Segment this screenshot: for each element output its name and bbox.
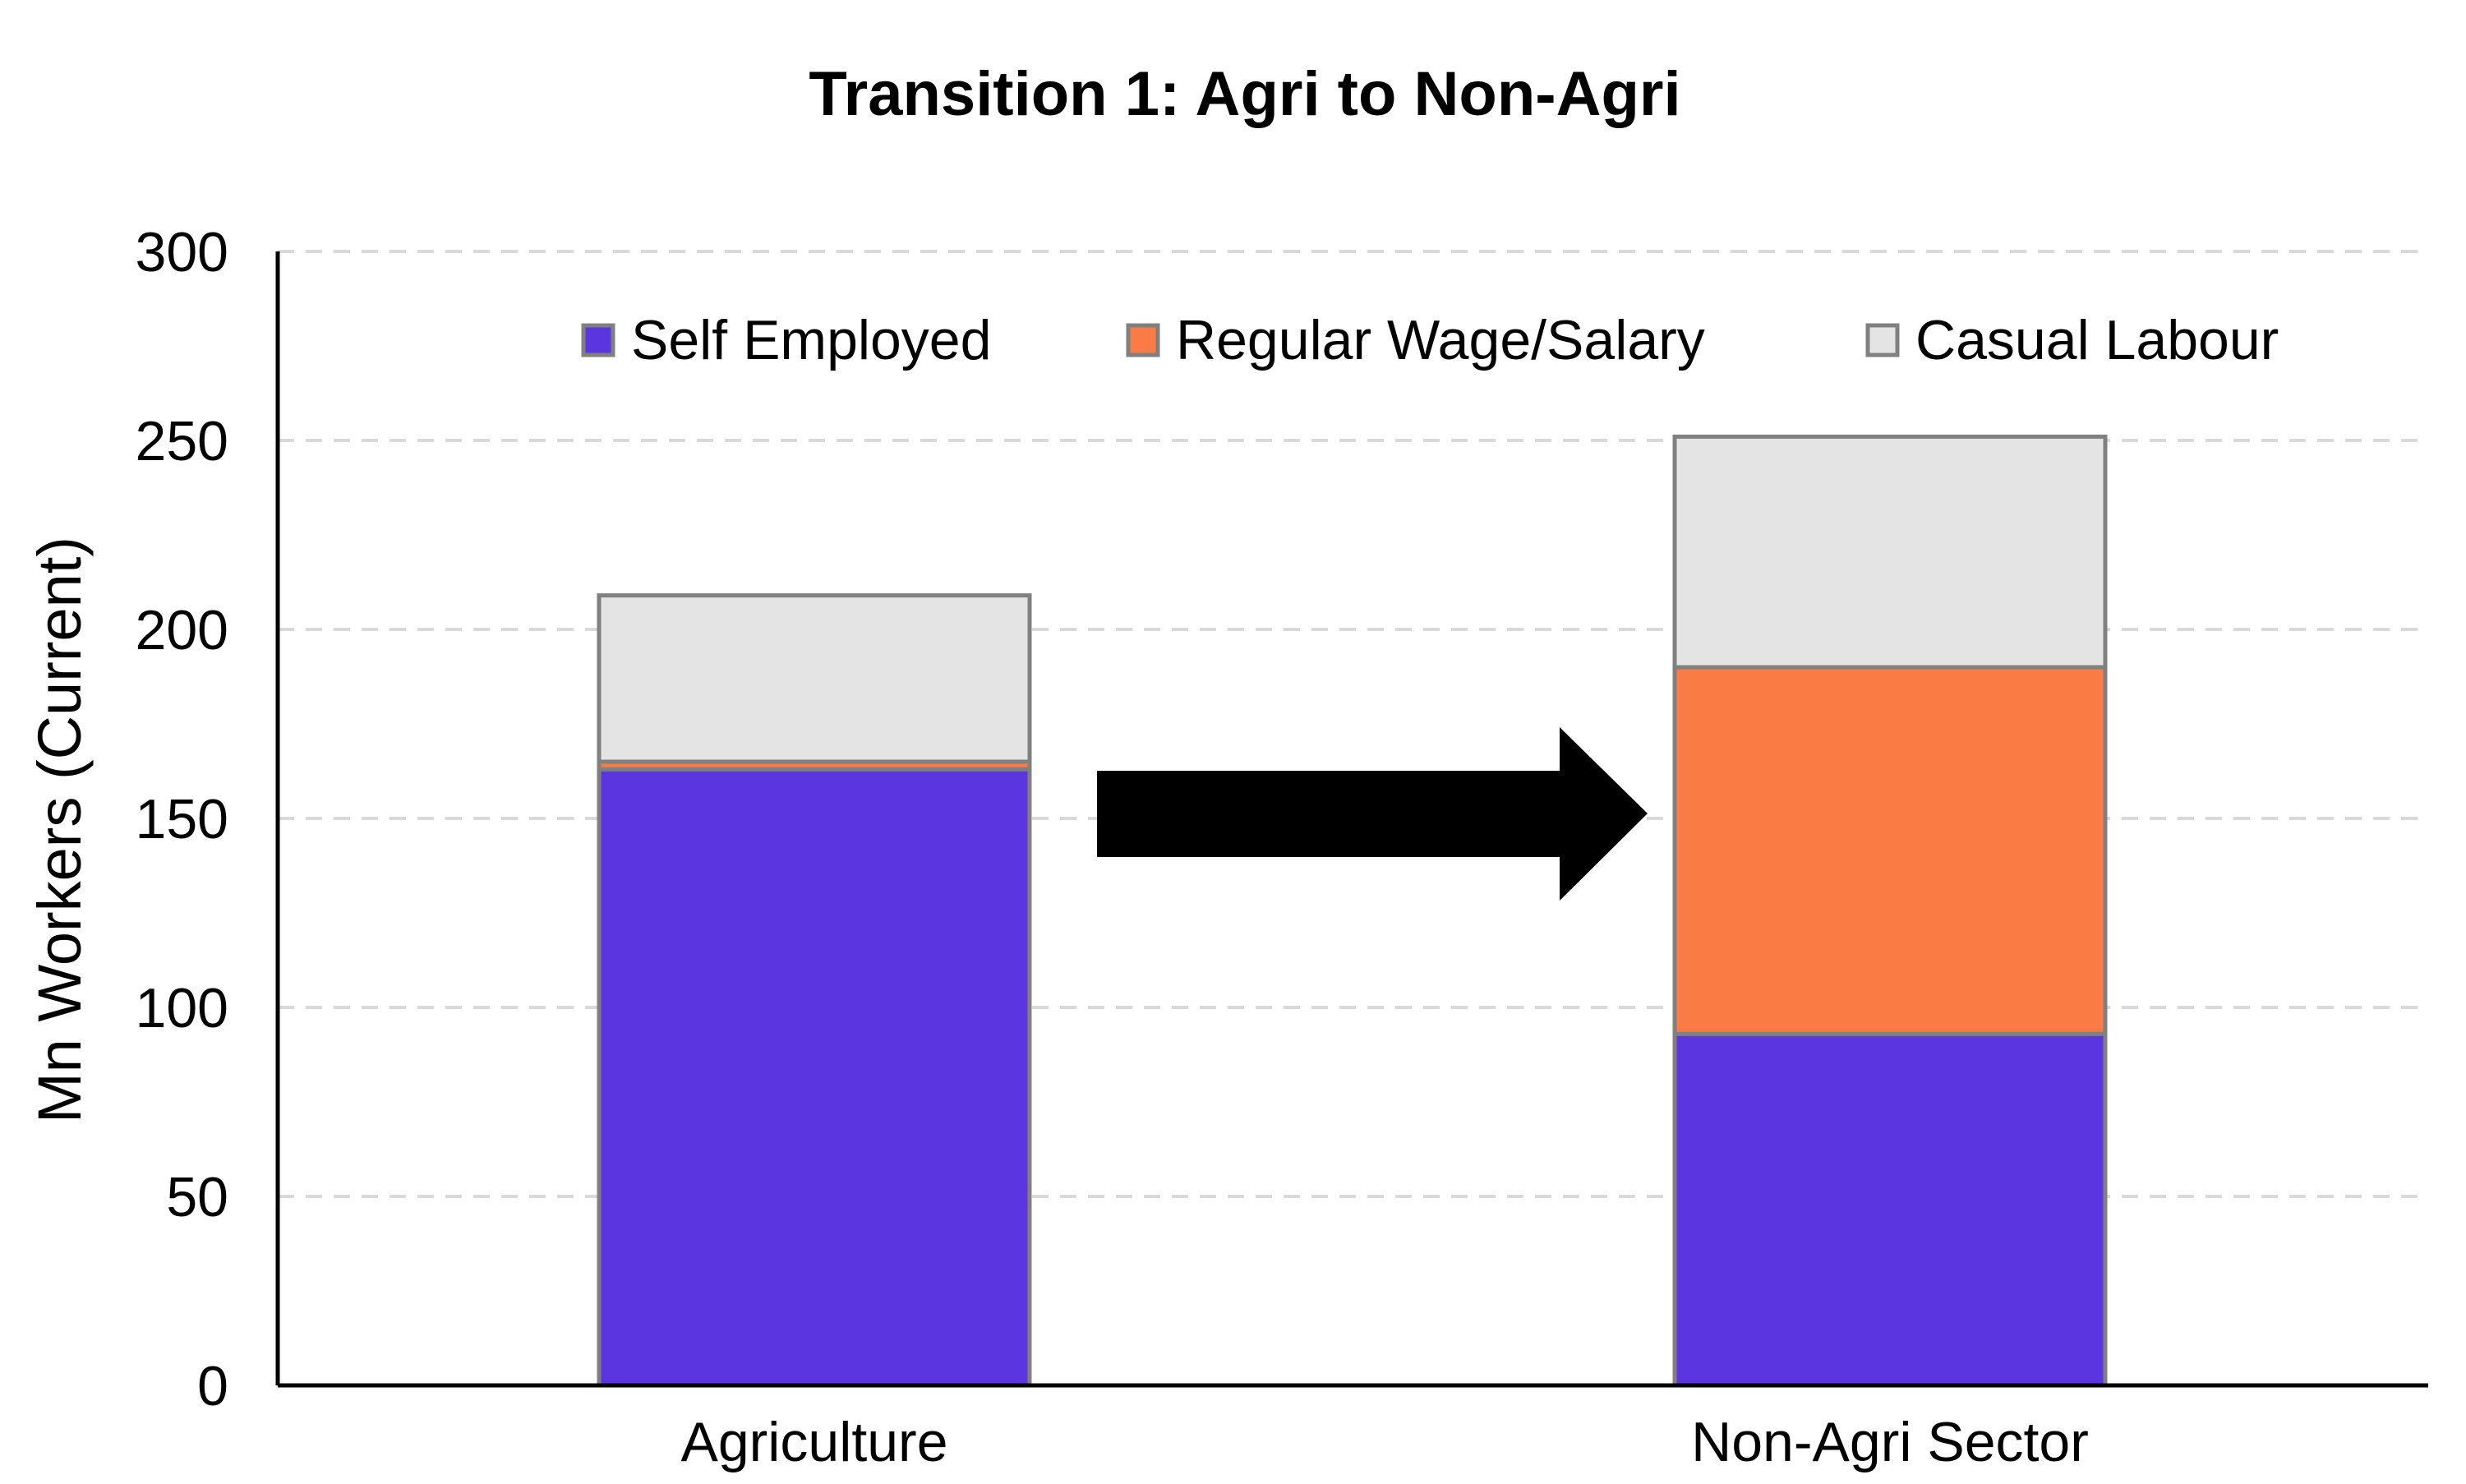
x-category-label: Non-Agri Sector (1691, 1411, 2089, 1473)
legend-label: Casual Labour (1915, 309, 2279, 371)
legend-swatch (1126, 323, 1160, 357)
y-axis-title: Mn Workers (Current) (25, 537, 94, 1123)
legend-label: Regular Wage/Salary (1176, 309, 1705, 371)
arrow-right-icon (1097, 727, 1648, 901)
y-tick-label: 50 (166, 1166, 228, 1228)
y-tick-label: 300 (136, 221, 228, 283)
y-tick-label: 0 (197, 1355, 228, 1417)
chart-title: Transition 1: Agri to Non-Agri (809, 59, 1680, 129)
y-tick-label: 200 (136, 599, 228, 661)
y-tick-label: 150 (136, 788, 228, 850)
legend-swatch (581, 323, 615, 357)
bars (597, 434, 2108, 1388)
y-tick-labels: 0 50 100 150 200 250 300 (136, 221, 228, 1417)
bar-segment (1672, 665, 2108, 1036)
axes (275, 251, 2428, 1388)
legend: Self Employed Regular Wage/Salary Casual L… (581, 309, 2279, 371)
bar-segment (1672, 434, 2108, 670)
bar-segment (1672, 1031, 2108, 1388)
bar-segment (597, 767, 1032, 1388)
y-tick-label: 250 (136, 410, 228, 472)
bar-segment (597, 593, 1032, 764)
y-tick-label: 100 (136, 977, 228, 1039)
legend-swatch (1865, 323, 1900, 357)
x-category-labels: Agriculture Non-Agri Sector (680, 1411, 2088, 1473)
legend-label: Self Employed (631, 309, 991, 371)
x-category-label: Agriculture (680, 1411, 947, 1473)
